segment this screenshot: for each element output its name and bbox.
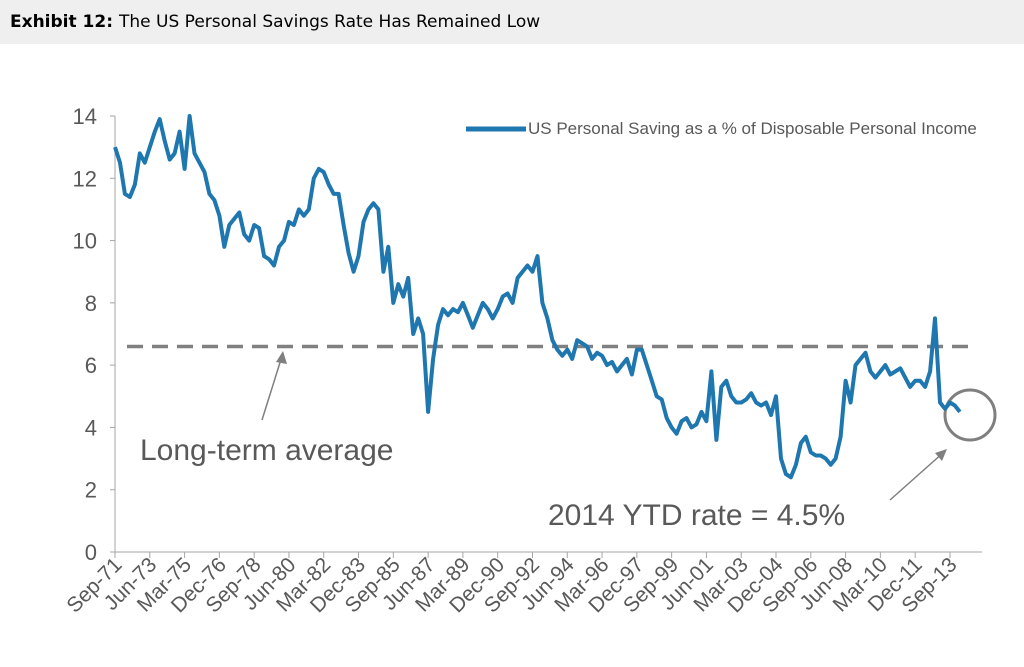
arrow-head [276, 351, 287, 364]
series-line [113, 114, 962, 480]
highlight-circle [943, 388, 997, 442]
exhibit-number: Exhibit 12: [10, 12, 114, 32]
arrow-head [935, 449, 947, 461]
exhibit-title: The US Personal Savings Rate Has Remaine… [119, 12, 541, 32]
arrow [889, 451, 945, 501]
arrow [261, 352, 284, 421]
y-tick-label: 12 [73, 166, 97, 191]
y-tick-label: 8 [85, 291, 97, 316]
y-tick-label: 4 [85, 415, 97, 440]
y-tick-label: 6 [85, 353, 97, 378]
annotation: Long-term average [140, 434, 393, 467]
header: Exhibit 12: The US Personal Savings Rate … [0, 0, 1024, 44]
y-tick-label: 10 [73, 229, 97, 254]
y-tick-label: 14 [73, 104, 97, 129]
annotation: 2014 YTD rate = 4.5% [548, 499, 845, 532]
legend-label: US Personal Saving as a % of Disposable … [528, 119, 977, 138]
y-tick-label: 0 [85, 540, 97, 565]
y-tick-label: 2 [85, 478, 97, 503]
